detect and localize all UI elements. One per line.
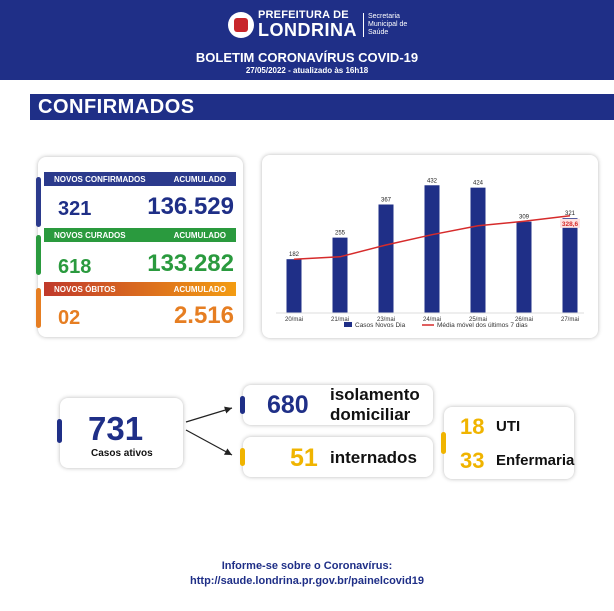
breakdown-accent bbox=[441, 432, 446, 454]
x-tick-label-4: 25/mai bbox=[469, 317, 487, 323]
stats-card bbox=[38, 157, 243, 337]
city-seal-icon bbox=[228, 11, 254, 38]
bar-value-label-1: 255 bbox=[335, 231, 346, 237]
confirmados-new: 321 bbox=[58, 198, 92, 220]
enfermaria-number: 33 bbox=[460, 448, 485, 473]
curados-accent bbox=[36, 235, 41, 275]
average-value-badge bbox=[560, 218, 580, 228]
bar-value-label-6: 321 bbox=[565, 211, 576, 217]
cases-chart: 182 20/mai 255 21/mai 367 23/mai 432 24/mai 424 2… bbox=[276, 178, 584, 329]
obitos-accent bbox=[36, 288, 41, 328]
footer-info: Informe-se sobre o Coronavírus: bbox=[221, 560, 393, 572]
bulletin-title: BOLETIM CORONAVÍRUS COVID-19 bbox=[195, 50, 419, 65]
isolation-card bbox=[243, 385, 433, 425]
obitos-new: 02 bbox=[58, 307, 81, 329]
legend-line-label: Média móvel dos últimos 7 dias bbox=[437, 322, 528, 329]
bar-5 bbox=[516, 221, 532, 313]
average-value-label: 328,6 bbox=[562, 221, 579, 228]
curados-acc-label: ACUMULADO bbox=[173, 231, 226, 240]
isolation-label: isolamento domiciliar bbox=[330, 385, 420, 424]
bar-0 bbox=[286, 259, 302, 313]
bar-3 bbox=[424, 185, 440, 313]
x-tick-label-1: 21/mai bbox=[331, 317, 349, 323]
enfermaria-label: Enfermaria bbox=[496, 452, 575, 469]
bar-1 bbox=[332, 237, 348, 313]
uti-label: UTI bbox=[496, 418, 521, 435]
legend-bar-label: Casos Novos Dia bbox=[355, 322, 406, 329]
bar-value-label-0: 182 bbox=[289, 252, 300, 258]
confirmados-acc-label: ACUMULADO bbox=[173, 175, 226, 184]
bar-value-label-3: 432 bbox=[427, 178, 438, 184]
active-cases-card bbox=[60, 398, 183, 468]
active-accent bbox=[57, 419, 62, 443]
bar-4 bbox=[470, 187, 486, 313]
breakdown-card bbox=[444, 407, 574, 479]
chart-card: 182 20/mai 255 21/mai 367 23/mai 432 24/mai 424 2… bbox=[262, 155, 598, 338]
active-cases-label: Casos ativos bbox=[91, 448, 153, 459]
city-name: LONDRINA bbox=[258, 20, 357, 40]
curados-bar: NOVOS CURADOS ACUMULADO bbox=[44, 228, 236, 242]
x-tick-label-5: 26/mai bbox=[515, 317, 533, 323]
isolation-accent bbox=[240, 396, 245, 414]
x-tick-label-2: 23/mai bbox=[377, 317, 395, 323]
curados-label: NOVOS CURADOS bbox=[54, 231, 126, 240]
obitos-bar: NOVOS ÓBITOS ACUMULADO bbox=[44, 282, 236, 296]
arrow-to-hospital bbox=[185, 429, 233, 456]
bar-value-label-4: 424 bbox=[473, 181, 484, 187]
obitos-acc-label: ACUMULADO bbox=[173, 285, 226, 294]
bars-layer bbox=[286, 185, 578, 313]
hospital-number: 51 bbox=[290, 444, 318, 472]
confirmados-bar: NOVOS CONFIRMADOS ACUMULADO bbox=[44, 172, 236, 186]
active-cases-number: 731 bbox=[88, 410, 144, 447]
x-tick-label-0: 20/mai bbox=[285, 317, 303, 323]
legend-bar-swatch bbox=[344, 322, 352, 327]
bar-2 bbox=[378, 204, 394, 313]
section-bar bbox=[30, 94, 614, 120]
hospital-accent bbox=[240, 448, 245, 466]
prefeitura-label: PREFEITURA DE bbox=[258, 9, 349, 21]
confirmados-accumulated: 136.529 bbox=[147, 193, 234, 220]
obitos-label: NOVOS ÓBITOS bbox=[54, 285, 116, 294]
curados-new: 618 bbox=[58, 256, 92, 278]
bar-6 bbox=[562, 218, 578, 313]
bar-value-label-2: 367 bbox=[381, 197, 392, 203]
hospital-card bbox=[243, 437, 433, 477]
footer-link[interactable]: http://saude.londrina.pr.gov.br/painelco… bbox=[190, 575, 424, 587]
secretaria-label: Secretaria Municipal de Saúde bbox=[363, 12, 407, 37]
confirmados-accent bbox=[36, 177, 41, 227]
moving-average-line bbox=[293, 215, 571, 260]
obitos-accumulated: 2.516 bbox=[173, 302, 234, 329]
confirmados-label: NOVOS CONFIRMADOS bbox=[54, 175, 146, 184]
hospital-label: internados bbox=[330, 448, 417, 467]
section-title: CONFIRMADOS bbox=[38, 96, 195, 118]
uti-number: 18 bbox=[460, 414, 485, 439]
header-banner bbox=[0, 0, 614, 80]
prefeitura-logo: PREFEITURA DE LONDRINA Secretaria Munici… bbox=[228, 10, 407, 39]
isolation-number: 680 bbox=[267, 391, 309, 419]
labels-layer: 182 20/mai 255 21/mai 367 23/mai 432 24/mai 424 2… bbox=[285, 178, 580, 323]
x-tick-label-3: 24/mai bbox=[423, 317, 441, 323]
arrow-to-isolation bbox=[185, 406, 233, 423]
bar-value-label-5: 309 bbox=[519, 215, 530, 221]
bulletin-date: 27/05/2022 - atualizado às 16h18 bbox=[245, 66, 369, 75]
curados-accumulated: 133.282 bbox=[147, 250, 234, 277]
x-tick-label-6: 27/mai bbox=[561, 317, 579, 323]
